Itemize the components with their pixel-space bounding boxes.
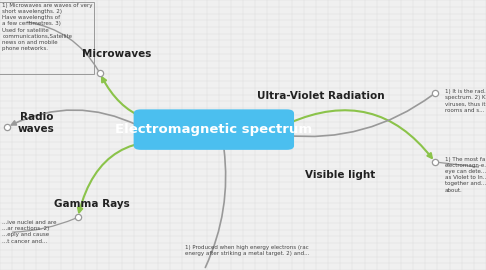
Text: 1) Produced when high energy electrons (rac
energy after striking a metal target: 1) Produced when high energy electrons (… — [185, 245, 309, 256]
Text: Ultra-Violet Radiation: Ultra-Violet Radiation — [257, 91, 384, 101]
Text: 1) It is the rad...
spectrum. 2) K...
viruses, thus it...
rooms and s...: 1) It is the rad... spectrum. 2) K... vi… — [445, 89, 486, 113]
Text: ...ive nuclei and are
...ar reactions. 2)
...eply and cause
...t cancer and...: ...ive nuclei and are ...ar reactions. 2… — [2, 220, 57, 244]
Text: Visible light: Visible light — [305, 170, 375, 181]
Text: Radio
waves: Radio waves — [18, 112, 55, 134]
FancyBboxPatch shape — [134, 109, 294, 150]
Text: Gamma Rays: Gamma Rays — [54, 199, 130, 209]
Text: Microwaves: Microwaves — [82, 49, 151, 59]
Text: Electromagnetic spectrum: Electromagnetic spectrum — [115, 123, 312, 136]
Text: 1) The most fa...
electromagn-e...
eye can dete...
as Violet to In...
together a: 1) The most fa... electromagn-e... eye c… — [445, 157, 486, 193]
Text: 1) Microwaves are waves of very
short wavelengths. 2)
Have wavelengths of
a few : 1) Microwaves are waves of very short wa… — [2, 3, 93, 51]
